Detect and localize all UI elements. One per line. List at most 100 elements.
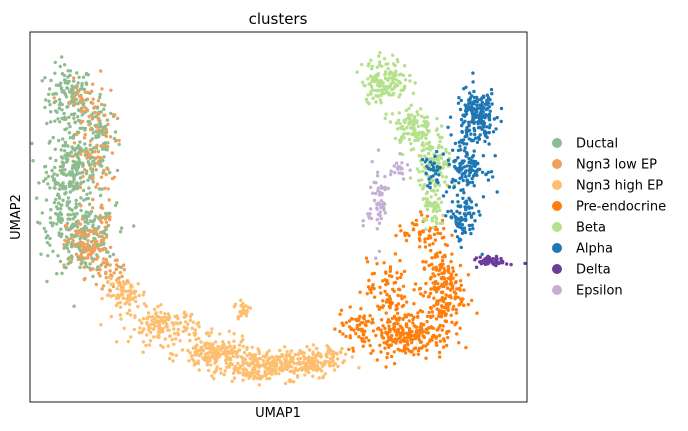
point-ductal [68, 173, 73, 177]
point-epsilon [405, 163, 410, 167]
point-pre-endocrine [349, 317, 354, 321]
point-beta [420, 169, 425, 173]
point-pre-endocrine [455, 287, 459, 291]
point-pre-endocrine [437, 268, 442, 272]
point-ngn3-high-ep [240, 311, 245, 316]
point-ductal [80, 126, 85, 130]
scatter-points [30, 51, 527, 387]
point-pre-endocrine [375, 358, 379, 362]
point-alpha [470, 180, 475, 185]
point-beta [395, 57, 400, 62]
point-ngn3-high-ep [280, 353, 284, 357]
legend-marker-beta [552, 222, 562, 232]
point-ngn3-high-ep [267, 349, 271, 353]
point-pre-endocrine [333, 327, 337, 331]
point-pre-endocrine [419, 210, 423, 214]
point-ngn3-high-ep [302, 351, 306, 355]
point-ductal [50, 168, 54, 173]
point-ductal [47, 92, 51, 97]
point-pre-endocrine [428, 291, 433, 296]
point-ngn3-low-ep [105, 260, 109, 265]
point-beta [421, 148, 426, 152]
point-ngn3-low-ep [96, 155, 100, 159]
point-ductal [85, 265, 89, 269]
point-beta [424, 132, 429, 137]
point-pre-endocrine [383, 278, 388, 282]
legend-marker-ngn3-low-ep [552, 159, 562, 169]
point-ngn3-low-ep [97, 266, 101, 270]
point-alpha [463, 200, 467, 205]
point-ngn3-high-ep [242, 350, 247, 355]
point-pre-endocrine [447, 270, 451, 274]
point-pre-endocrine [389, 343, 393, 347]
point-pre-endocrine [448, 294, 452, 298]
point-ngn3-low-ep [64, 223, 68, 228]
point-pre-endocrine [452, 304, 456, 309]
point-ngn3-low-ep [93, 149, 97, 154]
point-pre-endocrine [394, 316, 398, 321]
point-pre-endocrine [364, 256, 369, 260]
point-ngn3-high-ep [262, 362, 266, 366]
point-beta [419, 107, 423, 111]
point-pre-endocrine [441, 298, 446, 302]
point-pre-endocrine [407, 319, 411, 323]
point-ngn3-high-ep [350, 355, 354, 359]
point-ngn3-high-ep [235, 355, 239, 359]
point-ngn3-high-ep [304, 362, 308, 366]
point-ngn3-low-ep [103, 265, 108, 269]
point-alpha [463, 230, 468, 235]
point-beta [415, 167, 420, 171]
point-ngn3-low-ep [105, 215, 109, 220]
point-ductal [79, 196, 83, 200]
point-alpha [499, 119, 503, 124]
point-epsilon [372, 180, 376, 185]
point-ductal [58, 184, 62, 188]
point-ductal [89, 162, 93, 167]
point-ductal [68, 227, 72, 231]
point-ngn3-high-ep [285, 350, 289, 354]
point-ngn3-high-ep [109, 276, 113, 281]
point-ductal [83, 220, 87, 224]
point-beta [411, 147, 416, 151]
point-alpha [424, 171, 428, 176]
point-alpha [480, 252, 484, 256]
point-ductal [105, 118, 110, 122]
point-ductal [63, 185, 68, 189]
point-beta [425, 115, 429, 119]
point-ductal [56, 254, 60, 258]
point-ngn3-high-ep [214, 340, 218, 344]
point-ngn3-high-ep [140, 321, 144, 325]
point-ductal [61, 165, 65, 169]
point-ductal [55, 173, 59, 177]
point-alpha [480, 100, 485, 105]
point-beta [443, 180, 447, 184]
point-ngn3-high-ep [223, 369, 227, 373]
point-ductal [69, 150, 74, 154]
point-alpha [480, 127, 484, 131]
point-pre-endocrine [358, 290, 362, 294]
point-ngn3-high-ep [258, 356, 263, 361]
point-alpha [485, 106, 490, 111]
point-ngn3-low-ep [101, 257, 106, 261]
point-alpha [435, 149, 439, 154]
point-beta [422, 218, 426, 222]
point-epsilon [400, 172, 405, 176]
point-alpha [484, 131, 488, 135]
point-alpha [463, 165, 467, 169]
point-pre-endocrine [394, 233, 398, 238]
point-pre-endocrine [398, 335, 402, 339]
point-pre-endocrine [366, 319, 371, 324]
point-ductal [66, 86, 70, 91]
point-alpha [463, 213, 467, 218]
point-ductal [76, 81, 80, 85]
point-ductal [56, 201, 61, 205]
point-ductal [57, 212, 62, 216]
point-epsilon [374, 191, 378, 196]
point-ductal [78, 140, 82, 144]
point-ngn3-high-ep [328, 357, 333, 361]
point-pre-endocrine [394, 303, 399, 308]
point-alpha [464, 208, 468, 212]
point-alpha [451, 178, 456, 183]
point-ductal [86, 196, 91, 201]
point-pre-endocrine [412, 302, 416, 306]
